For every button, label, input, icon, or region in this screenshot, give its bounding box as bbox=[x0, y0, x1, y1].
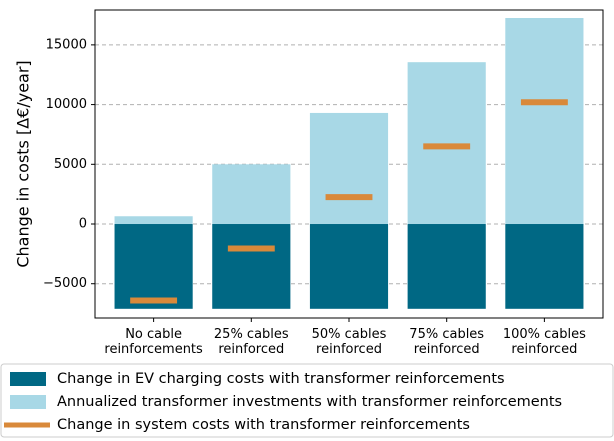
y-tick-label: 5000 bbox=[54, 157, 87, 172]
x-tick-label: 100% cables reinforced bbox=[503, 327, 586, 357]
x-tick-line: reinforced bbox=[511, 342, 577, 357]
x-tick-line: 25% cables bbox=[214, 327, 289, 342]
legend-label: Change in system costs with transformer … bbox=[57, 417, 470, 433]
bar bbox=[114, 224, 193, 309]
x-tick-line: 50% cables bbox=[312, 327, 387, 342]
bar bbox=[309, 112, 389, 225]
x-tick-line: reinforced bbox=[316, 342, 382, 357]
x-tick-line: reinforced bbox=[218, 342, 284, 357]
x-tick-line: No cable bbox=[125, 327, 182, 342]
legend-swatch bbox=[10, 395, 46, 409]
y-tick-label: −5000 bbox=[43, 276, 87, 291]
bar bbox=[505, 224, 584, 309]
x-tick-label: 25% cables reinforced bbox=[214, 327, 289, 357]
y-axis-label: Change in costs [Δ€/year] bbox=[14, 60, 33, 267]
legend-label: Change in EV charging costs with transfo… bbox=[57, 371, 505, 387]
x-tick-line: reinforced bbox=[414, 342, 480, 357]
x-tick-label: 50% cables reinforced bbox=[312, 327, 387, 357]
y-tick-label: 15000 bbox=[46, 37, 87, 52]
y-tick-label: 10000 bbox=[46, 97, 87, 112]
x-tick-line: 100% cables bbox=[503, 327, 586, 342]
bar bbox=[407, 62, 486, 225]
bar bbox=[212, 224, 291, 309]
x-tick-label: 75% cables reinforced bbox=[409, 327, 484, 357]
legend-label: Annualized transformer investments with … bbox=[57, 394, 562, 410]
bar bbox=[212, 164, 291, 225]
y-tick-label: 0 bbox=[79, 217, 87, 232]
bar bbox=[407, 224, 486, 309]
legend-box bbox=[0, 363, 614, 438]
x-tick-label: No cable reinforcements bbox=[104, 327, 203, 357]
bar bbox=[114, 216, 193, 225]
bar bbox=[309, 224, 389, 309]
plot-frame bbox=[94, 9, 604, 319]
x-tick-line: reinforcements bbox=[104, 342, 203, 357]
x-tick-line: 75% cables bbox=[409, 327, 484, 342]
legend-swatch bbox=[10, 372, 46, 386]
bar bbox=[505, 18, 584, 225]
